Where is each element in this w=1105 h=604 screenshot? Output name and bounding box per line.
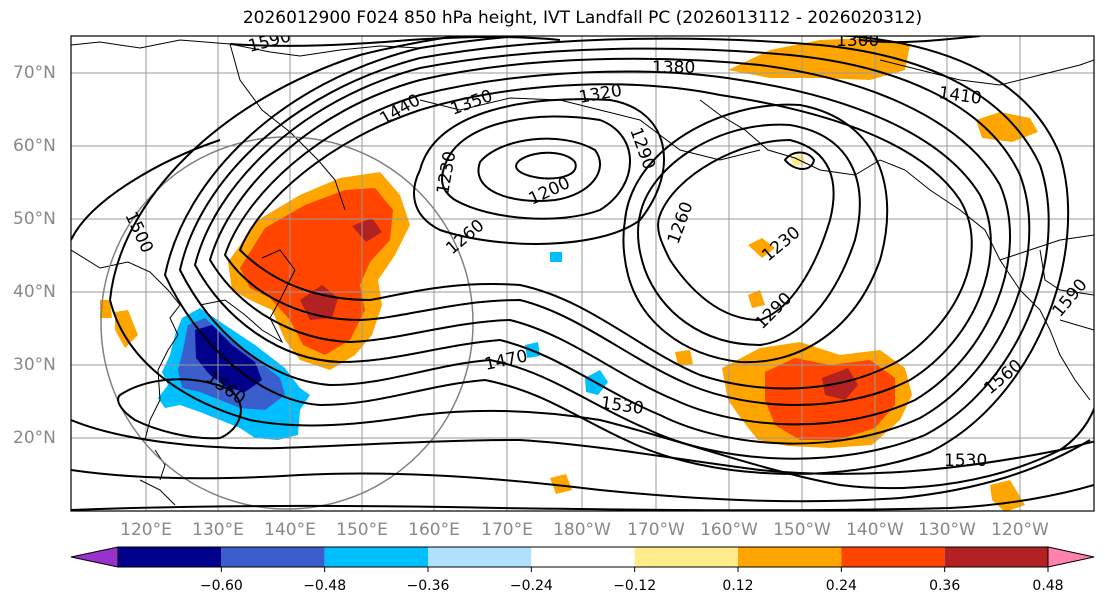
colorbar: −0.60 −0.48 −0.36 −0.24 −0.12 0.12 0.24 0.36 0.4… (70, 546, 1095, 594)
contour-1590 (71, 484, 1094, 511)
colorbar-segment (324, 547, 428, 567)
contour-label-1380: 1380 (652, 58, 695, 78)
colorbar-tick-label: 0.48 (1032, 578, 1063, 594)
lon-label-170e: 170°E (481, 520, 533, 540)
ivt-peak-region-subtropical (822, 368, 858, 400)
contour-1530 (71, 139, 1094, 475)
lon-label-130w: 130°W (918, 520, 976, 540)
contour-1410 (193, 47, 1031, 445)
lat-label-60n: 60°N (13, 136, 56, 156)
colorbar-segment (634, 547, 738, 567)
colorbar-tick-label: 0.36 (929, 578, 960, 594)
ivt-spot-7 (748, 290, 765, 308)
contour-1230 (477, 137, 601, 202)
ivt-peak-region-asia-2 (352, 218, 382, 242)
lon-label-160e: 160°E (408, 520, 460, 540)
figure-title: 2026012900 F024 850 hPa height, IVT Land… (242, 8, 923, 28)
colorbar-segment (841, 547, 945, 567)
ivt-spot-5 (100, 300, 112, 318)
colorbar-tick-label: −0.24 (510, 578, 553, 594)
map-frame (70, 35, 1095, 512)
lon-label-180w: 180°W (553, 520, 611, 540)
graticule (71, 36, 1094, 511)
colorbar-segment (944, 547, 1048, 567)
ivt-spot-1 (748, 238, 775, 258)
lat-label-70n: 70°N (13, 63, 56, 83)
lat-label-40n: 40°N (13, 282, 56, 302)
colorbar-tick-label: 0.12 (722, 578, 753, 594)
colorbar-tick-label: −0.48 (303, 578, 346, 594)
height-contours (71, 36, 1094, 511)
ivt-spot-2 (675, 350, 693, 365)
colorbar-tick-label: 0.24 (826, 578, 857, 594)
longitude-labels: 120°E 130°E 140°E 150°E 160°E 170°E 180°… (120, 520, 1049, 540)
contour-1500 (109, 36, 1094, 490)
ivt-strong-region-subtropical (765, 358, 895, 440)
colorbar-segment (118, 547, 222, 567)
contour-label-1260-west: 1260 (442, 216, 488, 259)
colorbar-segment (428, 547, 532, 567)
lon-label-140e: 140°E (264, 520, 316, 540)
colorbar-tick-label: −0.60 (200, 578, 243, 594)
contour-1440 (178, 37, 1050, 460)
colorbar-tick-label: −0.12 (613, 578, 656, 594)
ivt-spot-6 (115, 310, 138, 348)
contour-1200 (515, 151, 577, 180)
contour-label-1440: 1440 (377, 90, 424, 129)
colorbar-segment (738, 547, 842, 567)
lat-label-20n: 20°N (13, 428, 56, 448)
contour-label-1530-east: 1530 (944, 451, 987, 471)
lon-label-150e: 150°E (336, 520, 388, 540)
contour-1320 (238, 83, 973, 390)
ivt-strong-region-asia (240, 188, 393, 355)
contour-small-ring (783, 151, 816, 170)
contour-label-1300: 1300 (836, 31, 879, 51)
lon-label-120w: 120°W (991, 520, 1049, 540)
contour-arctic-top (229, 36, 561, 47)
colorbar-segments (117, 546, 1049, 568)
ivt-spot-8 (790, 154, 806, 166)
contour-label-1350: 1350 (448, 86, 495, 120)
colorbar-tick-label: −0.36 (407, 578, 450, 594)
colorbar-segment (221, 547, 325, 567)
contour-1560 (71, 439, 1091, 503)
lon-label-120e: 120°E (120, 520, 172, 540)
contour-1350 (223, 70, 992, 406)
lon-label-130e: 130°E (192, 520, 244, 540)
colorbar-upper-extension (1047, 546, 1095, 568)
colorbar-lower-extension (70, 546, 119, 568)
lat-label-50n: 50°N (13, 209, 56, 229)
lon-label-160w: 160°W (700, 520, 758, 540)
contour-1260-west (441, 115, 631, 220)
ivt-negative-spot-3 (550, 252, 562, 262)
contour-1260-east (636, 123, 861, 347)
colorbar-segment (531, 547, 635, 567)
contour-small-west (117, 378, 242, 440)
contour-label-1500-west: 1500 (120, 209, 156, 257)
contour-label-1230-west: 1230 (433, 150, 460, 196)
ivt-peak-region-asia-1 (300, 285, 338, 320)
lat-label-30n: 30°N (13, 355, 56, 375)
latitude-labels: 70°N 60°N 50°N 40°N 30°N 20°N (13, 63, 56, 448)
contour-1290-west (413, 98, 665, 245)
contour-label-1470: 1470 (483, 346, 529, 375)
lon-label-170w: 170°W (627, 520, 685, 540)
contour-label-1230-east: 1230 (758, 223, 804, 266)
contour-1290-east (622, 103, 889, 364)
lon-label-150w: 150°W (773, 520, 831, 540)
contour-1380 (208, 57, 1012, 426)
contour-1230-east (657, 138, 835, 322)
contour-label-1410: 1410 (937, 83, 983, 109)
contour-1470 (163, 36, 1070, 475)
contour-label-1260-east: 1260 (664, 199, 698, 246)
ivt-spot-3 (550, 474, 572, 494)
lon-label-140w: 140°W (846, 520, 904, 540)
ivt-shading (100, 38, 1038, 511)
colorbar-ticks: −0.60 −0.48 −0.36 −0.24 −0.12 0.12 0.24 0.36 0.4… (200, 567, 1064, 594)
contour-label-1530-center: 1530 (599, 393, 645, 419)
coastlines (71, 39, 1094, 506)
contour-arctic-mid (859, 36, 981, 44)
